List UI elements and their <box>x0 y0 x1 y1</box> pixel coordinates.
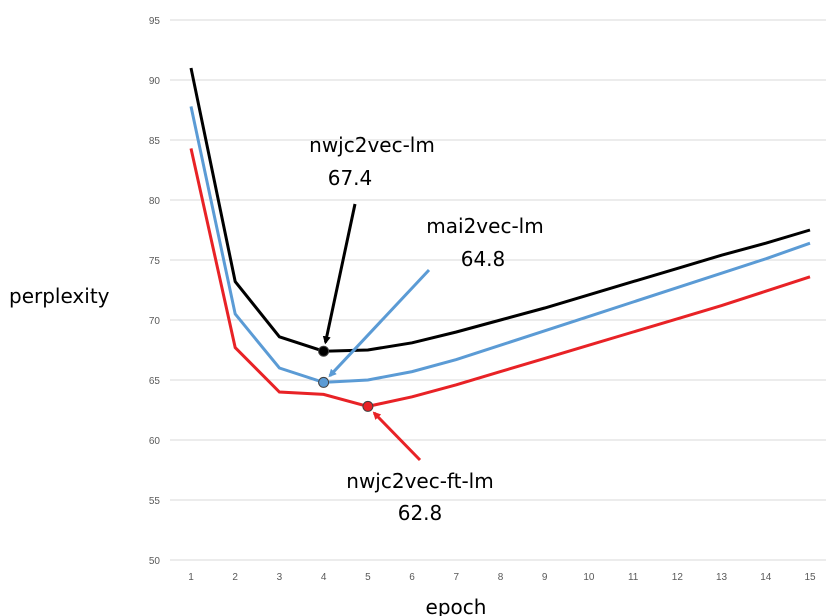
x-tick-label: 5 <box>365 572 371 583</box>
x-tick-label: 11 <box>628 572 639 583</box>
annotation-name-nwjc2vec-lm: nwjc2vec-lm <box>309 133 435 157</box>
annotation-value-nwjc2vec-ft-lm: 62.8 <box>398 501 443 525</box>
annotation-value-mai2vec-lm: 64.8 <box>461 247 506 271</box>
x-tick-label: 10 <box>583 572 595 583</box>
annotation-arrow-nwjc2vec-ft-lm <box>372 411 422 462</box>
annotation-nwjc2vec-lm: nwjc2vec-lm 67.4 <box>309 133 435 190</box>
highlight-point-nwjc2vec-lm <box>318 345 330 357</box>
series-line-mai2vec-lm <box>189 106 811 384</box>
annotations <box>318 203 431 462</box>
highlight-point-mai2vec-lm <box>318 376 330 388</box>
y-axis-ticks: 50 55 60 65 70 75 80 85 90 95 <box>149 16 161 567</box>
x-tick-label: 1 <box>188 572 194 583</box>
series-lines <box>189 67 811 408</box>
x-tick-label: 2 <box>232 572 238 583</box>
y-tick-label: 55 <box>149 496 161 507</box>
annotation-name-mai2vec-lm: mai2vec-lm <box>426 214 543 238</box>
x-axis-ticks: 1 2 3 4 5 6 7 8 9 10 11 12 13 14 15 <box>188 572 816 583</box>
annotation-arrow-nwjc2vec-lm <box>322 203 357 345</box>
series-line-nwjc2vec-lm <box>189 67 811 353</box>
x-tick-label: 13 <box>716 572 728 583</box>
x-tick-label: 3 <box>277 572 283 583</box>
y-tick-label: 75 <box>149 256 161 267</box>
highlight-point-nwjc2vec-ft-lm <box>362 400 374 412</box>
annotation-arrow-mai2vec-lm <box>328 268 431 378</box>
y-tick-label: 60 <box>149 436 161 447</box>
x-tick-label: 6 <box>409 572 415 583</box>
annotation-value-nwjc2vec-lm: 67.4 <box>328 166 373 190</box>
x-tick-label: 4 <box>321 572 327 583</box>
x-tick-label: 9 <box>542 572 548 583</box>
y-tick-label: 90 <box>149 76 161 87</box>
y-tick-label: 65 <box>149 376 161 387</box>
annotation-name-nwjc2vec-ft-lm: nwjc2vec-ft-lm <box>346 469 493 493</box>
x-tick-label: 7 <box>454 572 460 583</box>
y-axis-title: perplexity <box>9 284 110 308</box>
y-tick-label: 85 <box>149 136 161 147</box>
annotation-nwjc2vec-ft-lm: nwjc2vec-ft-lm 62.8 <box>346 469 493 525</box>
series-line-nwjc2vec-ft-lm <box>189 148 811 408</box>
gridlines <box>170 19 826 561</box>
x-tick-label: 15 <box>804 572 816 583</box>
y-tick-label: 95 <box>149 16 161 27</box>
y-tick-label: 80 <box>149 196 161 207</box>
x-tick-label: 14 <box>760 572 772 583</box>
y-tick-label: 70 <box>149 316 161 327</box>
x-tick-label: 12 <box>672 572 684 583</box>
x-axis-title: epoch <box>426 595 487 616</box>
x-tick-label: 8 <box>498 572 504 583</box>
annotation-mai2vec-lm: mai2vec-lm 64.8 <box>426 214 543 271</box>
y-tick-label: 50 <box>149 556 161 567</box>
